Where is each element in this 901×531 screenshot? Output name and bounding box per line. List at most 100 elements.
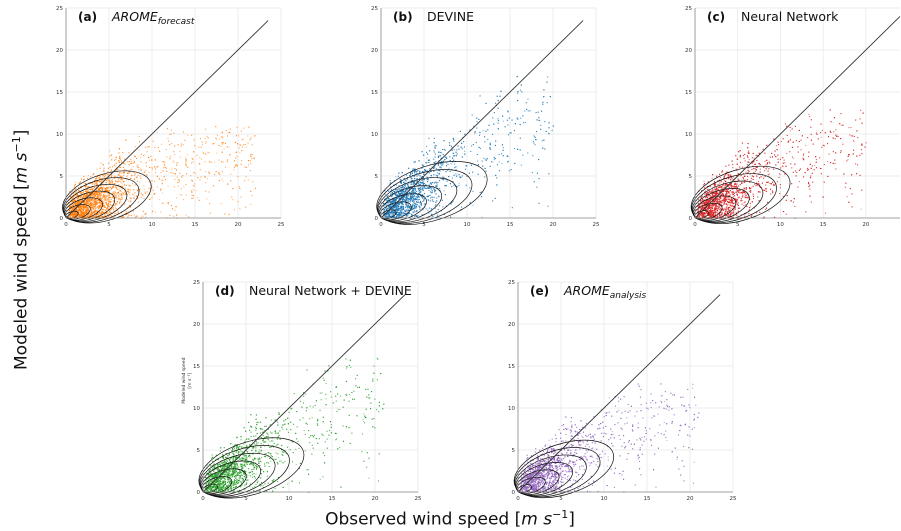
- scatter-point: [115, 212, 117, 214]
- scatter-point: [125, 214, 127, 216]
- scatter-point: [148, 187, 150, 189]
- scatter-point: [436, 197, 438, 199]
- scatter-point: [245, 176, 247, 178]
- scatter-point: [534, 136, 536, 138]
- scatter-point: [493, 158, 495, 160]
- scatter-point: [418, 195, 420, 197]
- scatter-point: [88, 186, 90, 188]
- scatter-point: [115, 162, 117, 164]
- scatter-point: [124, 194, 126, 196]
- scatter-point: [72, 201, 74, 203]
- scatter-point: [208, 161, 210, 163]
- scatter-point: [472, 171, 474, 173]
- scatter-point: [76, 202, 78, 204]
- scatter-point: [92, 190, 94, 192]
- scatter-point: [236, 165, 238, 167]
- scatter-point: [85, 213, 87, 215]
- scatter-point: [119, 199, 121, 201]
- scatter-point: [204, 176, 206, 178]
- scatter-point: [214, 161, 216, 163]
- scatter-point: [160, 211, 162, 213]
- scatter-point: [162, 170, 164, 172]
- scatter-point: [413, 187, 415, 189]
- scatter-point: [412, 196, 414, 198]
- scatter-point: [395, 208, 397, 210]
- scatter-point: [187, 166, 189, 168]
- scatter-point: [89, 213, 91, 215]
- scatter-point: [99, 202, 101, 204]
- scatter-point: [201, 141, 203, 143]
- scatter-point: [75, 188, 77, 190]
- scatter-point: [82, 212, 84, 214]
- scatter-point: [401, 203, 403, 205]
- scatter-point: [451, 186, 453, 188]
- y-tick-label: 5: [60, 174, 64, 180]
- scatter-point: [492, 200, 494, 202]
- scatter-point: [76, 191, 78, 193]
- scatter-point: [106, 208, 108, 210]
- scatter-point: [110, 197, 112, 199]
- scatter-point: [536, 186, 538, 188]
- scatter-point: [459, 177, 461, 179]
- scatter-point: [221, 171, 223, 173]
- scatter-point: [88, 208, 90, 210]
- scatter-point: [419, 184, 421, 186]
- scatter-point: [122, 172, 124, 174]
- scatter-point: [145, 162, 147, 164]
- scatter-point: [466, 175, 468, 177]
- scatter-point: [161, 182, 163, 184]
- scatter-point: [104, 201, 106, 203]
- scatter-point: [219, 138, 221, 140]
- scatter-point: [82, 206, 84, 208]
- scatter-point: [120, 178, 122, 180]
- scatter-point: [493, 123, 495, 125]
- scatter-point: [104, 197, 106, 199]
- scatter-point: [182, 131, 184, 133]
- scatter-point: [90, 212, 92, 214]
- scatter-point: [149, 185, 151, 187]
- scatter-point: [79, 217, 81, 219]
- scatter-point: [139, 175, 141, 177]
- scatter-point: [83, 202, 85, 204]
- scatter-point: [105, 199, 107, 201]
- scatter-point: [79, 209, 81, 211]
- scatter-point: [206, 178, 208, 180]
- scatter-point: [100, 162, 102, 164]
- scatter-point: [91, 208, 93, 210]
- scatter-point: [422, 200, 424, 202]
- scatter-point: [71, 215, 73, 217]
- scatter-point: [481, 160, 483, 162]
- scatter-point: [101, 212, 103, 214]
- scatter-point: [110, 204, 112, 206]
- scatter-point: [69, 206, 71, 208]
- scatter-point: [145, 212, 147, 214]
- scatter-point: [123, 171, 125, 173]
- scatter-point: [80, 216, 82, 218]
- scatter-point: [194, 139, 196, 141]
- scatter-point: [93, 215, 95, 217]
- scatter-point: [86, 186, 88, 188]
- scatter-point: [449, 160, 451, 162]
- scatter-point: [435, 168, 437, 170]
- scatter-point: [200, 146, 202, 148]
- scatter-point: [118, 181, 120, 183]
- scatter-point: [95, 206, 97, 208]
- scatter-point: [237, 201, 239, 203]
- scatter-point: [86, 188, 88, 190]
- scatter-point: [86, 216, 88, 218]
- scatter-point: [131, 197, 133, 199]
- scatter-point: [402, 203, 404, 205]
- scatter-point: [444, 159, 446, 161]
- scatter-point: [107, 212, 109, 214]
- scatter-point: [122, 216, 124, 218]
- scatter-point: [427, 199, 429, 201]
- scatter-point: [85, 216, 87, 218]
- scatter-point: [384, 204, 386, 206]
- scatter-point: [213, 185, 215, 187]
- scatter-point: [123, 171, 125, 173]
- scatter-point: [94, 202, 96, 204]
- scatter-point: [119, 158, 121, 160]
- scatter-point: [181, 194, 183, 196]
- scatter-point: [215, 126, 217, 128]
- scatter-point: [126, 175, 128, 177]
